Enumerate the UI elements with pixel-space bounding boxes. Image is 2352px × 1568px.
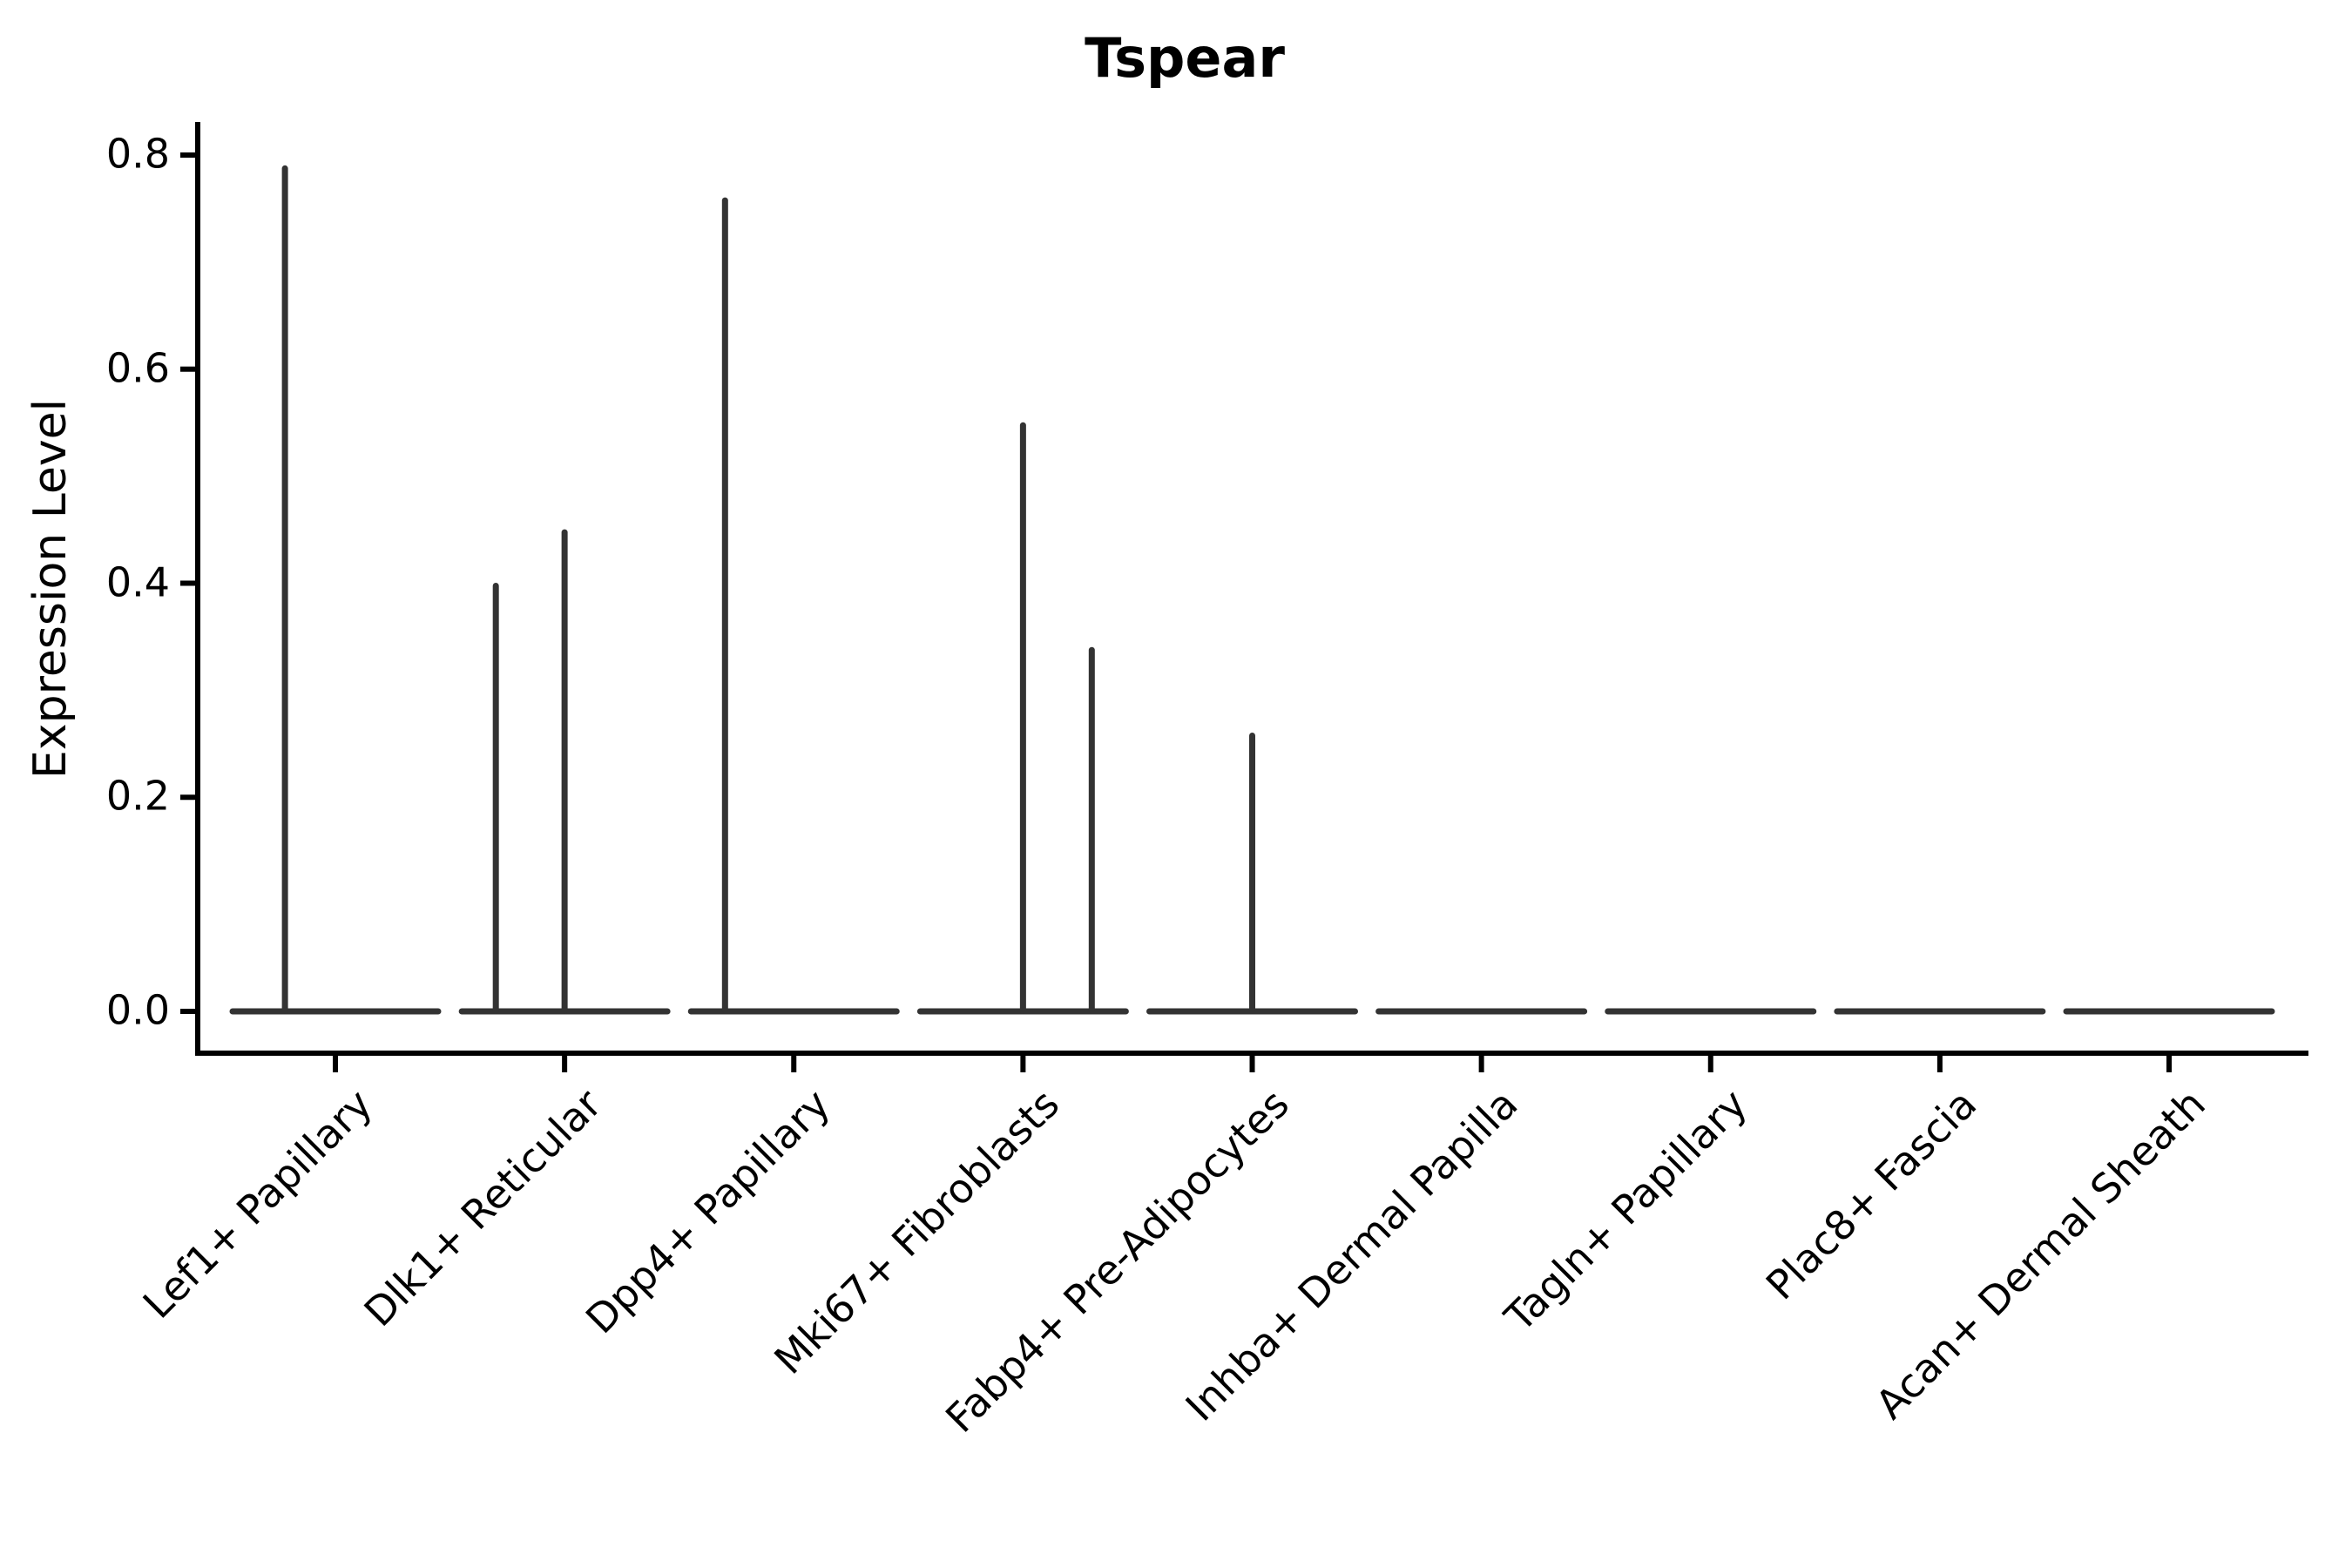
- y-tick-label: 0.6: [105, 344, 170, 392]
- y-tick-label: 0.2: [105, 772, 170, 820]
- y-tick-label: 0.0: [105, 986, 170, 1034]
- chart-title: Tspear: [1085, 26, 1285, 90]
- y-tick-label: 0.4: [105, 558, 170, 605]
- y-tick-label: 0.8: [105, 130, 170, 178]
